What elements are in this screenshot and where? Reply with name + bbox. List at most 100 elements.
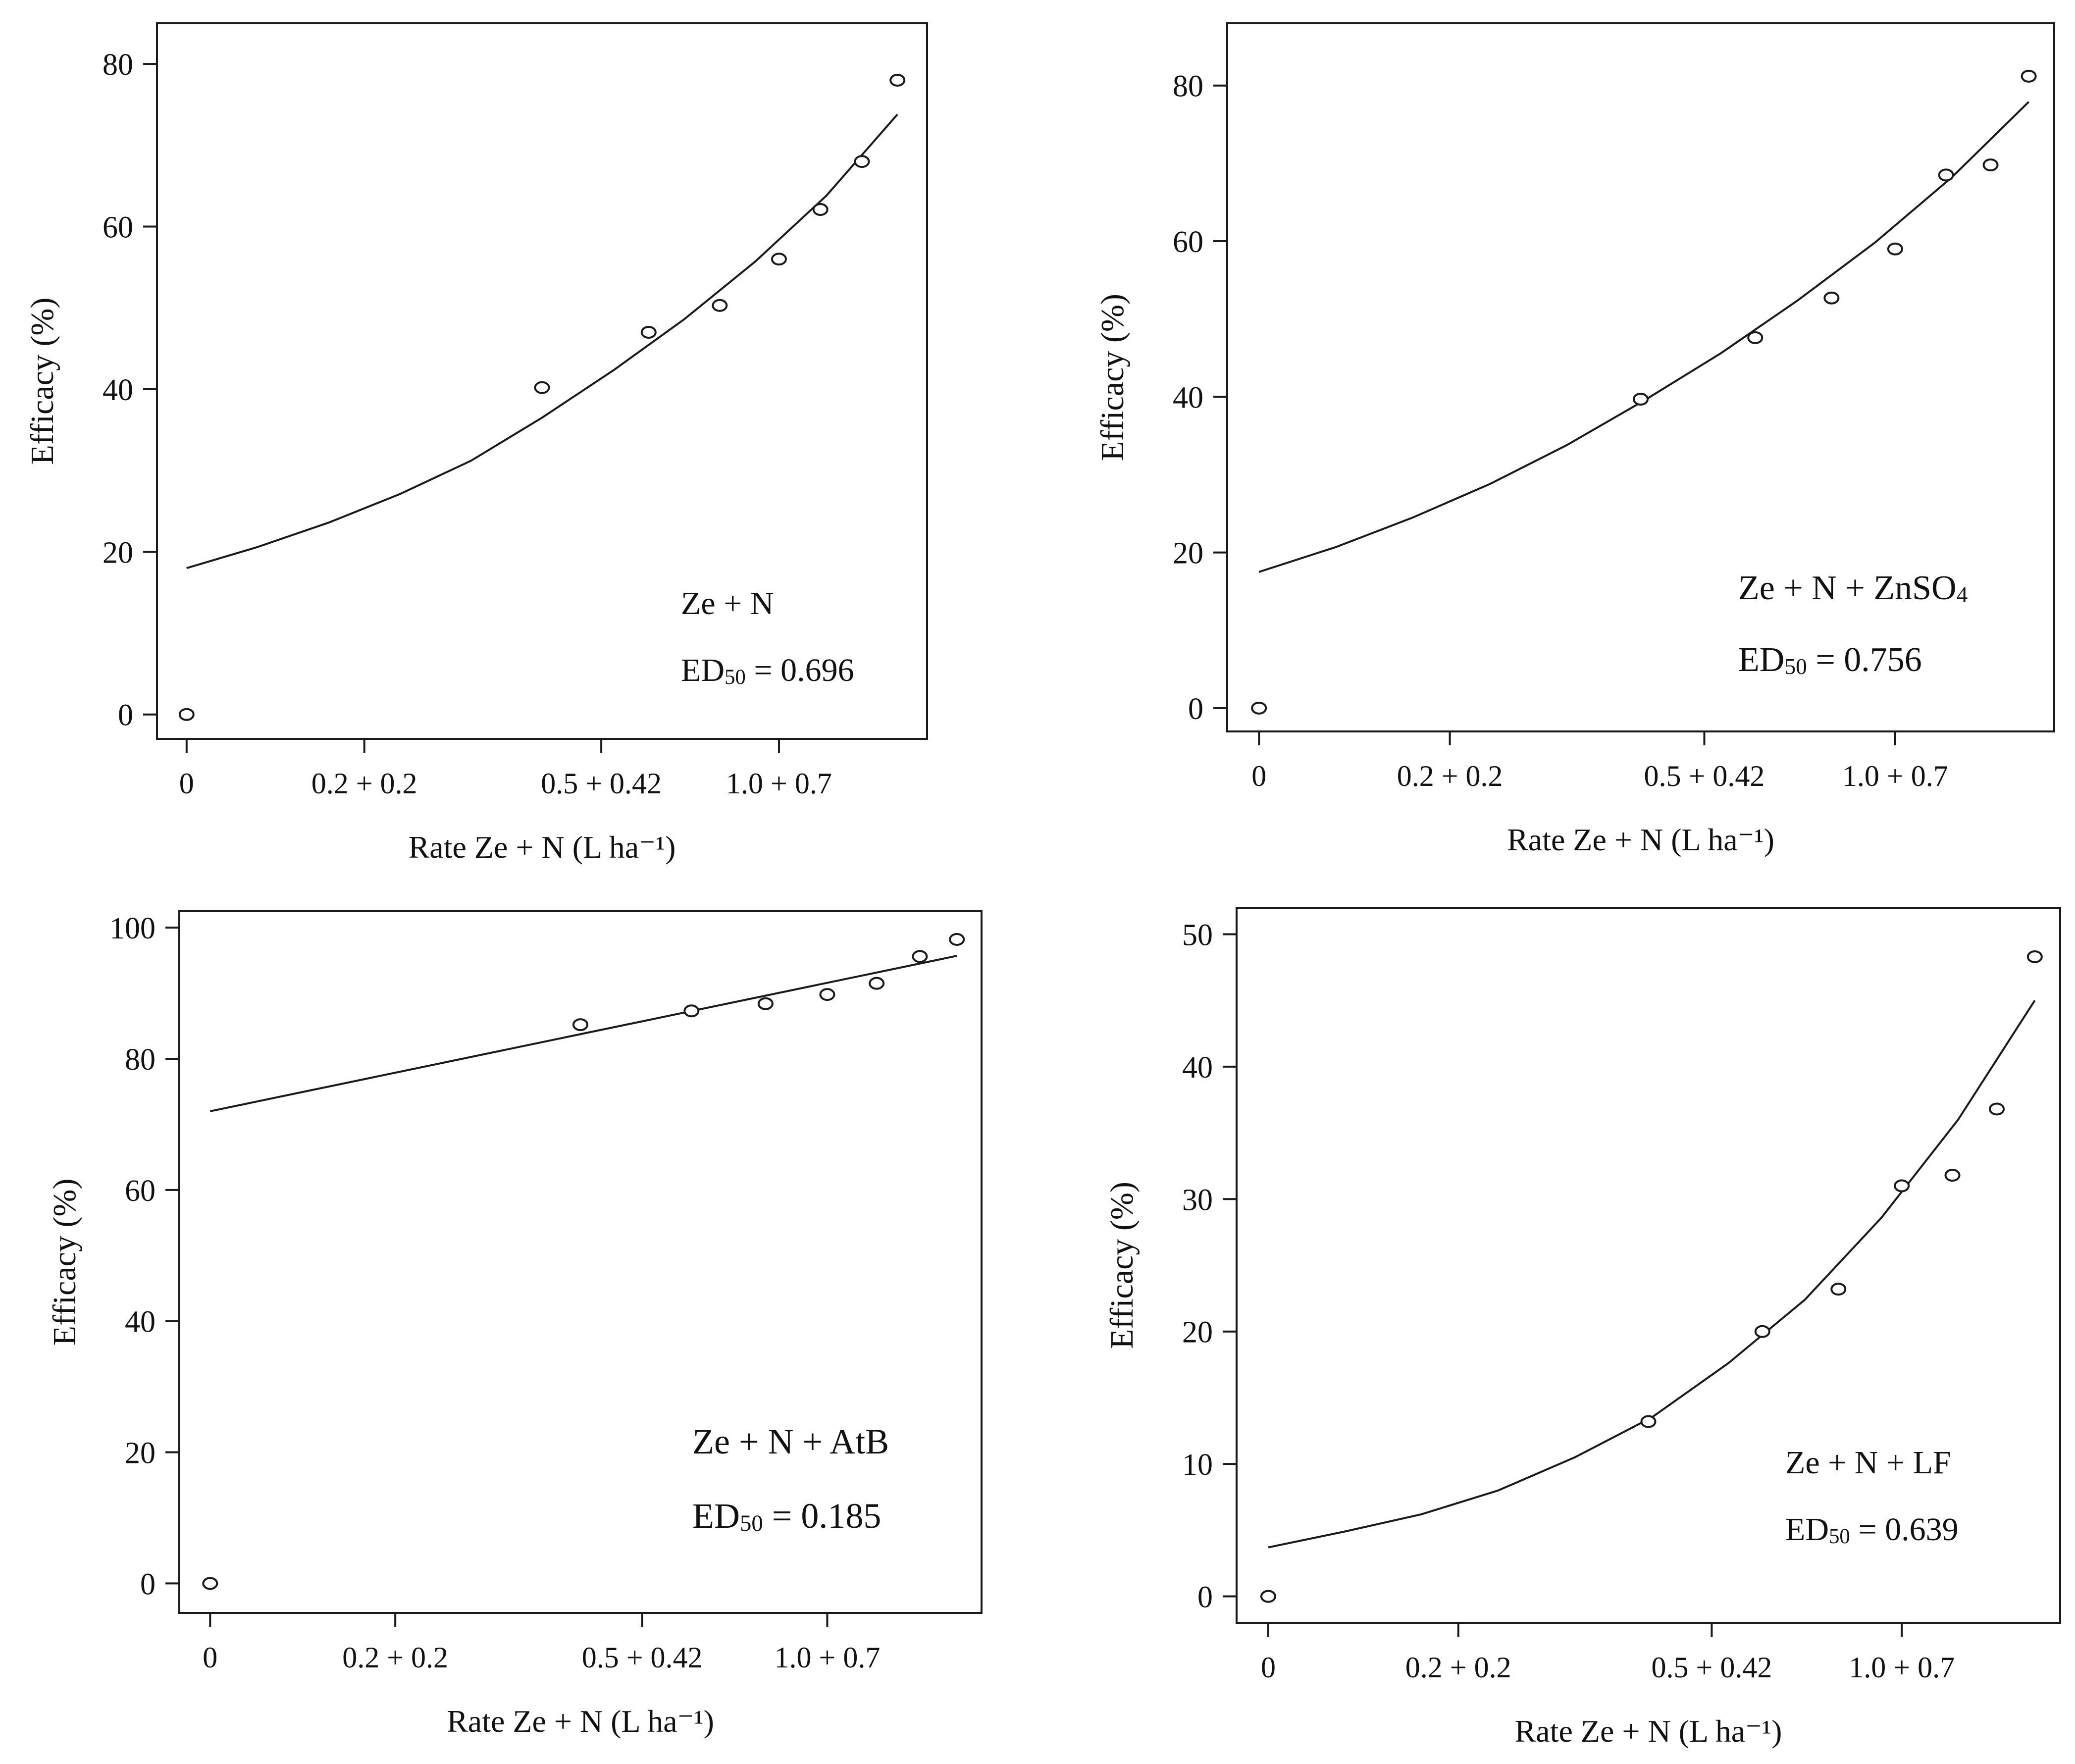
chart-panel-3: 0 20 40 60 80 100 0 0.2 + 0.2 0.5 + 0.42 1.0 + 0.… (47, 910, 983, 1739)
x-axis-label: Rate Ze + N (L ha⁻¹) (409, 830, 676, 865)
ed50-prefix: ED (1738, 641, 1784, 679)
x-tick-label: 0.5 + 0.42 (1644, 760, 1765, 792)
x-tick-label: 0 (179, 767, 194, 800)
y-tick-label: 50 (1182, 918, 1213, 952)
fit-curve (1258, 101, 2030, 573)
treatment-label: Ze + N + ZnSO4 (1738, 569, 1968, 607)
ed50-label: ED50 = 0.639 (1785, 1511, 1959, 1548)
x-tick-label: 0 (1251, 760, 1266, 792)
x-axis-label: Rate Ze + N (L ha⁻¹) (1507, 822, 1774, 857)
x-axis-label: Rate Ze + N (L ha⁻¹) (447, 1704, 714, 1739)
y-axis-label: Efficacy (%) (1104, 1182, 1140, 1349)
data-point (1747, 331, 1764, 344)
y-tick-label: 0 (118, 699, 133, 732)
ed50-value: = 0.756 (1807, 641, 1922, 679)
plot-frame (1236, 907, 2061, 1624)
y-tick-label: 60 (1173, 225, 1203, 259)
y-tick-label: 60 (125, 1174, 156, 1208)
data-point (572, 1018, 588, 1032)
chart-panel-2: 0 20 40 60 80 0 0.2 + 0.2 0.5 + 0.42 1.0 + 0.7 Ra… (1094, 22, 2055, 857)
data-point (534, 381, 550, 394)
x-tick-label: 0.5 + 0.42 (582, 1641, 703, 1674)
ed50-value: = 0.639 (1850, 1511, 1959, 1548)
y-tick-label: 40 (103, 373, 133, 407)
data-point (1640, 1415, 1657, 1428)
y-tick-label: 40 (1173, 381, 1203, 415)
y-tick-label: 60 (103, 211, 133, 245)
x-tick-label: 1.0 + 0.7 (775, 1641, 881, 1674)
ed50-value: = 0.185 (763, 1496, 882, 1536)
y-axis-label: Efficacy (%) (24, 298, 60, 465)
chart-panel-1: 0 20 40 60 80 0 0.2 + 0.2 0.5 + 0.42 1.0 + 0.7 Ra… (24, 22, 928, 865)
treatment-name: Ze + N + ZnSO (1738, 569, 1957, 607)
x-tick-label: 0.5 + 0.42 (541, 767, 662, 800)
data-point (1938, 168, 1954, 182)
data-point (1633, 393, 1649, 406)
y-tick-label: 80 (125, 1043, 156, 1077)
ed50-prefix: ED (692, 1496, 740, 1536)
data-point (2026, 950, 2043, 963)
ed50-label: ED50 = 0.185 (692, 1496, 881, 1536)
data-point (1944, 1169, 1961, 1182)
data-point (178, 708, 195, 721)
ed50-subscript: 50 (1784, 654, 1807, 679)
x-tick-label: 0 (203, 1641, 217, 1674)
data-point (1887, 242, 1903, 256)
ed50-label: ED50 = 0.756 (1738, 641, 1922, 679)
data-point (1830, 1283, 1847, 1296)
data-point (869, 977, 885, 990)
y-axis-label: Efficacy (%) (1094, 294, 1131, 461)
data-point (202, 1577, 218, 1590)
treatment-label: Ze + N (681, 585, 774, 622)
fit-curve (209, 955, 957, 1112)
data-point (1823, 291, 1840, 305)
ed50-label: ED50 = 0.696 (681, 652, 854, 689)
treatment-label: Ze + N + LF (1785, 1445, 1951, 1481)
x-tick-label: 0.2 + 0.2 (311, 767, 417, 800)
data-point (1989, 1102, 2005, 1116)
treatment-name: Ze + N + LF (1785, 1445, 1951, 1481)
data-point (640, 325, 657, 339)
ed50-value: = 0.696 (746, 652, 854, 688)
data-point (949, 933, 965, 946)
x-tick-label: 0.5 + 0.42 (1652, 1651, 1772, 1684)
y-tick-label: 80 (1173, 70, 1203, 104)
data-point (1260, 1590, 1276, 1603)
data-point (1251, 701, 1267, 715)
data-point (889, 73, 906, 87)
plot-frame (1226, 22, 2055, 732)
plot-frame (178, 910, 983, 1614)
x-tick-label: 0.2 + 0.2 (1397, 760, 1503, 792)
data-point (683, 1004, 700, 1018)
ed50-prefix: ED (681, 652, 725, 688)
fit-curve (186, 113, 898, 570)
plot-frame (156, 22, 928, 740)
x-tick-label: 1.0 + 0.7 (726, 767, 832, 800)
ed50-subscript: 50 (740, 1510, 763, 1536)
ed50-subscript: 50 (1829, 1525, 1850, 1548)
y-tick-label: 20 (125, 1437, 156, 1470)
y-tick-label: 20 (1182, 1316, 1213, 1349)
data-point (1754, 1325, 1770, 1338)
x-tick-label: 0 (1261, 1651, 1276, 1684)
x-tick-label: 0.2 + 0.2 (342, 1641, 448, 1674)
treatment-label: Ze + N + AtB (692, 1422, 889, 1461)
data-point (757, 997, 774, 1010)
y-axis-label: Efficacy (%) (47, 1179, 83, 1346)
y-tick-label: 10 (1182, 1448, 1213, 1482)
data-point (854, 155, 870, 168)
y-tick-label: 100 (109, 912, 156, 945)
data-point (1982, 158, 1999, 171)
y-tick-label: 40 (125, 1305, 156, 1339)
data-point (812, 203, 829, 216)
x-tick-label: 0.2 + 0.2 (1405, 1651, 1511, 1684)
treatment-name: Ze + N + AtB (692, 1422, 889, 1461)
y-tick-label: 80 (103, 48, 133, 82)
y-tick-label: 0 (140, 1567, 156, 1601)
y-tick-label: 20 (103, 536, 133, 570)
treatment-name: Ze + N (681, 585, 774, 622)
treatment-subscript: 4 (1957, 582, 1968, 607)
data-point (912, 950, 928, 963)
ed50-prefix: ED (1785, 1511, 1829, 1548)
